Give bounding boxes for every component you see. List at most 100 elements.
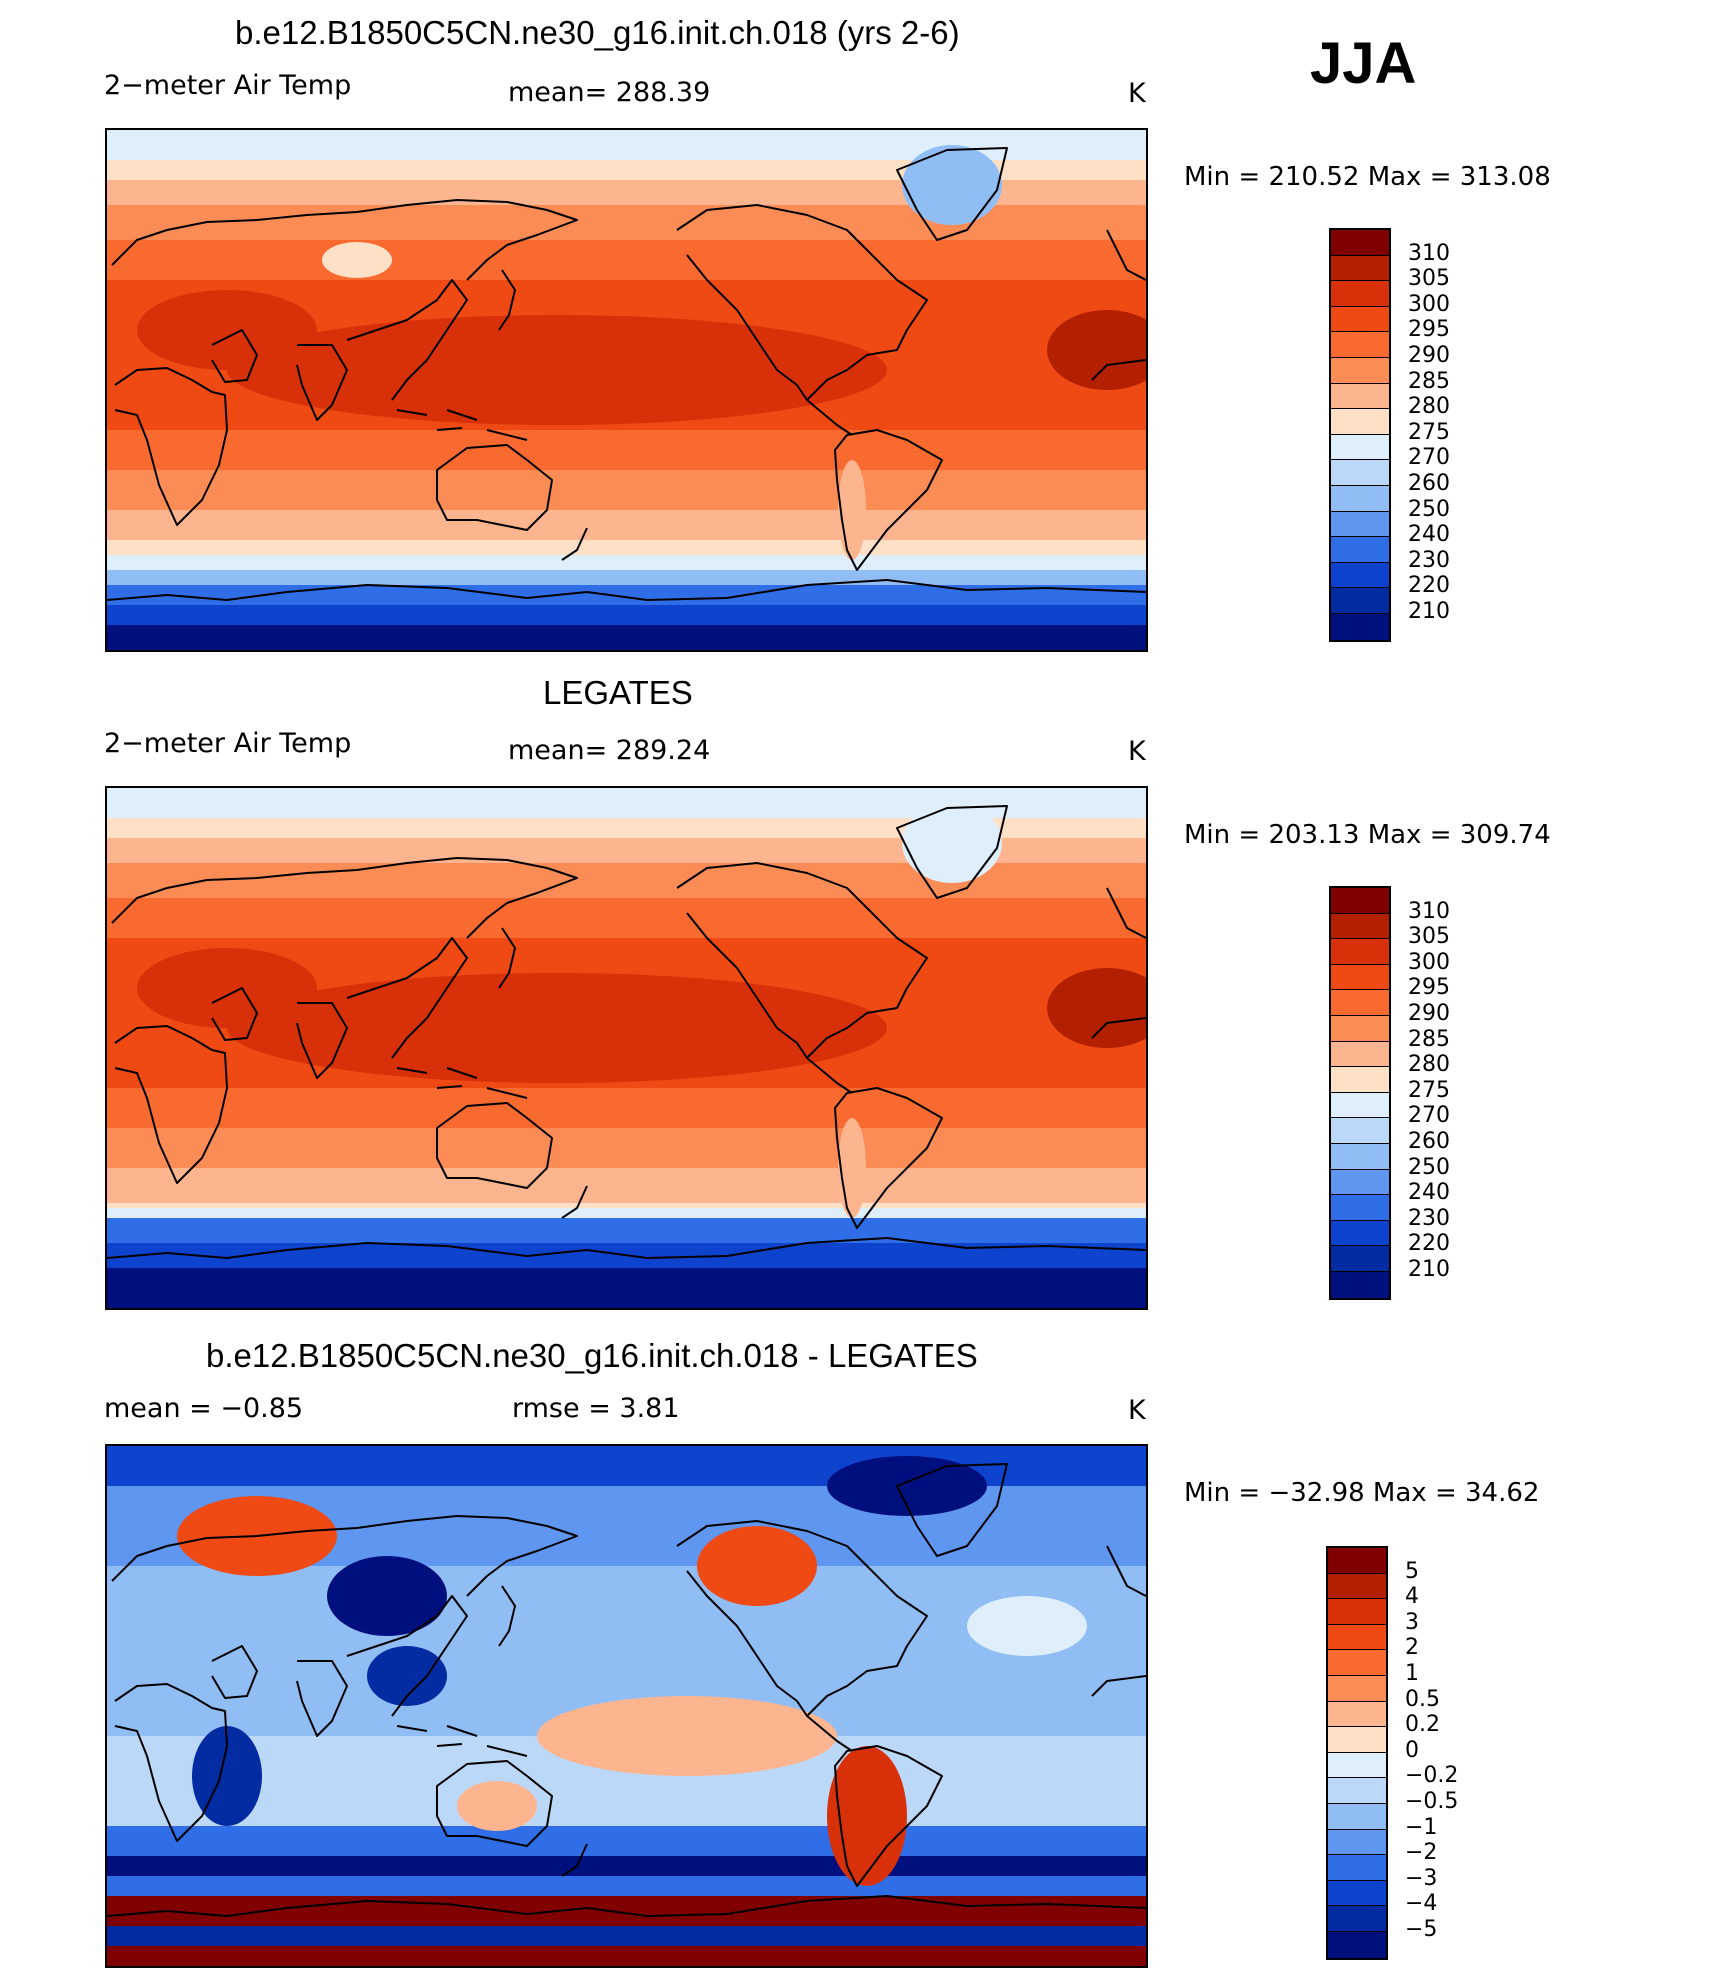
coastline: [561, 527, 588, 561]
contour-region: [967, 1596, 1087, 1656]
contour-band: [107, 1208, 1146, 1218]
contour-band: [107, 1926, 1146, 1946]
contour-band: [107, 1896, 1146, 1926]
contour-region: [137, 290, 317, 370]
colorbar-box: [1328, 1752, 1386, 1779]
colorbar-label: 260: [1408, 1129, 1450, 1154]
colorbar-label: 285: [1408, 1026, 1450, 1052]
colorbar-label: −1: [1405, 1814, 1438, 1840]
greenland-region: [902, 803, 1002, 883]
colorbar-label: 270: [1408, 1103, 1450, 1129]
minmax-label: Min = 203.13 Max = 309.74: [1184, 820, 1551, 850]
colorbar-label: 240: [1408, 522, 1450, 548]
season-label: JJA: [1310, 31, 1417, 96]
colorbar-box: [1328, 1573, 1386, 1600]
colorbar-box: [1331, 511, 1389, 538]
coastline: [1091, 887, 1146, 1039]
contour-band: [107, 240, 1146, 280]
contour-band: [107, 1203, 1146, 1208]
colorbar-box: [1331, 964, 1389, 991]
colorbar-box: [1328, 1599, 1386, 1625]
mean-label: mean= 289.24: [508, 735, 711, 766]
contour-band: [107, 625, 1146, 650]
colorbar-label: 250: [1408, 1154, 1450, 1180]
colorbar-label: 210: [1408, 1257, 1450, 1282]
colorbar-box: [1331, 1067, 1389, 1093]
contour-region: [537, 1696, 837, 1776]
panel-title-diff: b.e12.B1850C5CN.ne30_g16.init.ch.018 - L…: [206, 1337, 978, 1374]
coastline: [211, 987, 258, 1041]
greenland-region: [902, 145, 1002, 225]
colorbar-obs: [1329, 886, 1391, 1300]
contour-region: [367, 1646, 447, 1706]
colorbar-box: [1331, 460, 1389, 486]
colorbar-box: [1328, 1548, 1386, 1574]
minmax-label: Min = 210.52 Max = 313.08: [1184, 162, 1551, 192]
contour-region: [838, 460, 866, 560]
contour-band: [107, 1168, 1146, 1203]
colorbar-box: [1331, 613, 1389, 640]
colorbar-label: 0.2: [1405, 1712, 1440, 1738]
colorbar-label: 260: [1408, 471, 1450, 496]
colorbar-box: [1328, 1701, 1386, 1728]
colorbar-label: −0.2: [1405, 1763, 1459, 1789]
colorbar-box: [1328, 1906, 1386, 1932]
colorbar-box: [1331, 588, 1389, 614]
colorbar-label: 4: [1405, 1584, 1419, 1610]
coastline: [296, 344, 348, 421]
contour-region: [1047, 968, 1146, 1048]
coastline: [561, 1843, 588, 1877]
colorbar-box: [1328, 1855, 1386, 1881]
coastline: [346, 279, 468, 401]
colorbar-box: [1331, 485, 1389, 512]
contour-band: [107, 1856, 1146, 1876]
colorbar-box: [1328, 1624, 1386, 1651]
colorbar-label: 290: [1408, 1001, 1450, 1026]
colorbar-label: −0.5: [1405, 1789, 1459, 1814]
colorbar-label: 250: [1408, 496, 1450, 522]
contour-region: [227, 973, 887, 1083]
contour-band: [107, 510, 1146, 540]
contour-region: [827, 1746, 907, 1886]
colorbar-label: 285: [1408, 368, 1450, 394]
coastline: [806, 1057, 853, 1094]
coastline: [114, 367, 228, 526]
panel-title-model: b.e12.B1850C5CN.ne30_g16.init.ch.018 (yr…: [235, 14, 960, 51]
colorbar-box: [1331, 537, 1389, 563]
contour-band: [107, 585, 1146, 605]
minmax-label: Min = −32.98 Max = 34.62: [1184, 1478, 1540, 1508]
contour-region: [137, 948, 317, 1028]
contour-band: [107, 1946, 1146, 1966]
colorbar-label: 295: [1408, 317, 1450, 343]
colorbar-label: 300: [1408, 291, 1450, 317]
colorbar-diff: [1326, 1546, 1388, 1960]
colorbar-box: [1331, 1220, 1389, 1247]
coastline: [436, 1760, 553, 1847]
colorbar-box: [1331, 913, 1389, 940]
units-label: K: [1128, 736, 1146, 767]
colorbar-label: −5: [1405, 1917, 1438, 1942]
colorbar-label: 295: [1408, 975, 1450, 1001]
map-canvas: [107, 1446, 1146, 1966]
colorbar-label: 305: [1408, 266, 1450, 292]
colorbar-box: [1331, 332, 1389, 358]
colorbar-box: [1331, 1246, 1389, 1272]
colorbar-label: 275: [1408, 419, 1450, 445]
coastline: [111, 199, 578, 281]
contour-band: [107, 555, 1146, 570]
colorbar-box: [1331, 1015, 1389, 1042]
coastline: [676, 204, 928, 401]
colorbar-label: 280: [1408, 1052, 1450, 1078]
colorbar-box: [1331, 990, 1389, 1016]
colorbar-box: [1331, 562, 1389, 589]
contour-band: [107, 1876, 1146, 1896]
coastline: [1091, 1545, 1146, 1697]
variable-label: 2−meter Air Temp: [104, 728, 352, 759]
coastline: [896, 805, 1008, 899]
mean-label: mean= 288.39: [508, 77, 711, 108]
coastline: [396, 409, 528, 441]
colorbar-label: 5: [1405, 1558, 1419, 1584]
colorbar-label: 240: [1408, 1180, 1450, 1206]
colorbar-box: [1328, 1675, 1386, 1702]
contour-region: [827, 1456, 987, 1516]
